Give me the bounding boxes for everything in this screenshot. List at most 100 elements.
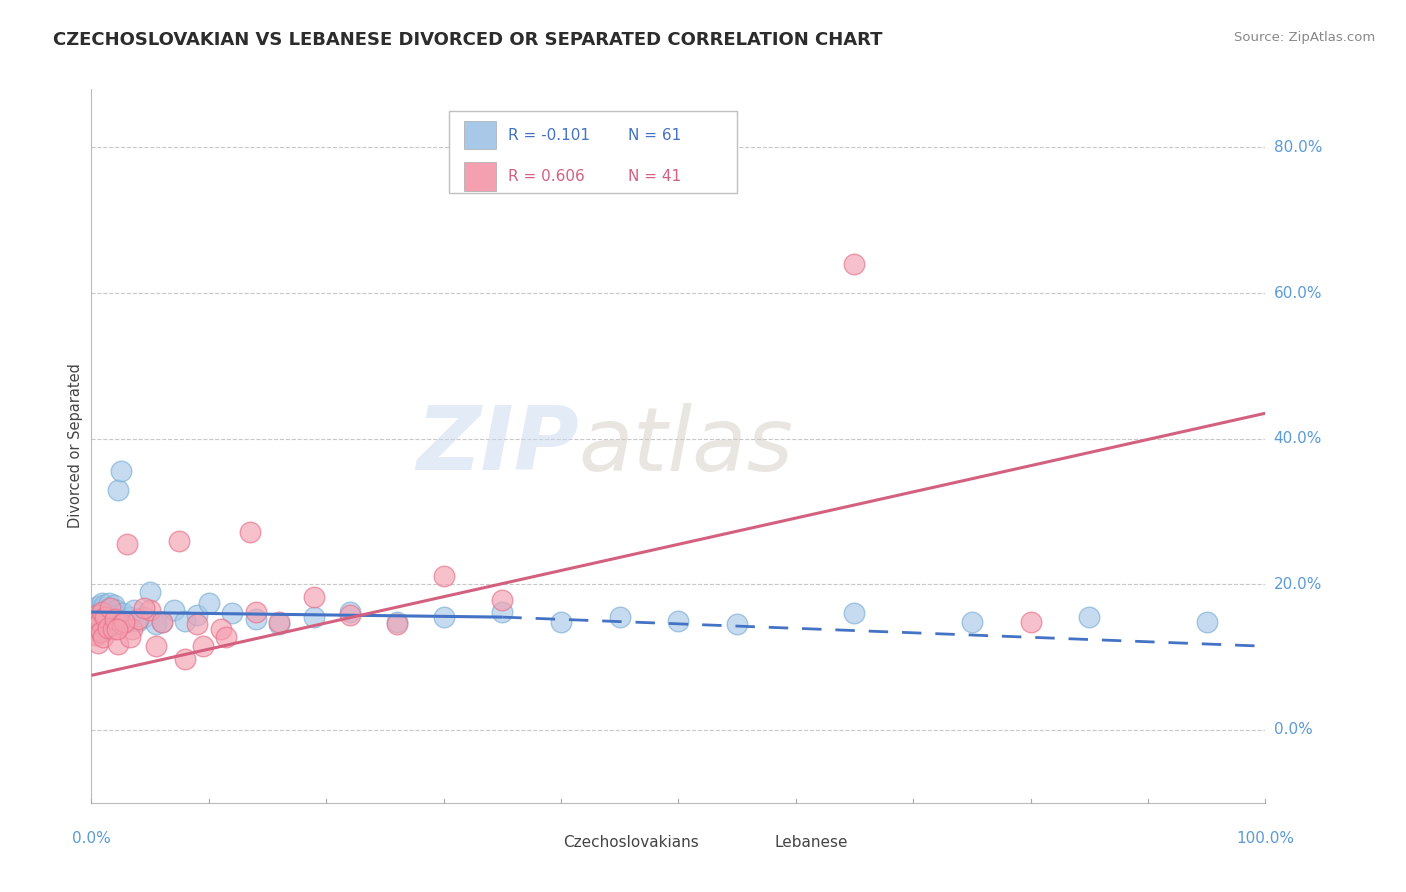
Point [94,623,117,637]
Point [186,617,208,632]
Point [98,600,121,615]
Point [84,628,107,642]
Point [97,615,120,630]
Text: 60.0%: 60.0% [1274,285,1322,301]
Point [239,524,262,539]
Point [134,600,156,615]
Point [134,610,156,624]
Point [432,610,454,624]
Point [96,610,118,624]
Point [100,600,122,615]
Bar [464,162,496,191]
Point [83,617,105,632]
Point [269,617,291,632]
Point [339,607,361,622]
Point [91,630,114,644]
Point [174,651,197,665]
Point [89,610,111,624]
Text: Source: ZipAtlas.com: Source: ZipAtlas.com [1234,31,1375,45]
Bar [464,121,496,150]
Point [115,537,138,551]
Point [121,623,143,637]
Point [91,617,114,632]
Point [550,615,572,630]
Point [162,603,184,617]
Point [87,635,110,649]
Point [304,591,326,605]
Point [97,621,120,635]
Point [93,619,115,633]
Point [94,603,117,617]
Point [91,600,114,615]
Text: R = -0.101: R = -0.101 [508,128,591,143]
Point [385,615,408,630]
Point [105,623,128,637]
Text: N = 61: N = 61 [628,128,681,143]
Point [169,533,191,548]
Point [91,605,114,619]
Point [98,596,121,610]
Point [101,610,124,624]
Point [491,593,513,607]
Point [107,637,129,651]
Text: N = 41: N = 41 [628,169,681,184]
Text: 20.0%: 20.0% [1274,577,1322,592]
Point [844,607,866,621]
Point [120,630,142,644]
Point [104,612,127,626]
Text: R = 0.606: R = 0.606 [508,169,585,184]
Text: 80.0%: 80.0% [1274,140,1322,155]
Point [84,617,107,632]
Point [87,621,110,635]
Text: Czechoslovakians: Czechoslovakians [564,835,699,849]
Point [191,639,214,653]
Point [110,465,132,479]
Text: Lebanese: Lebanese [775,835,848,849]
Text: 0.0%: 0.0% [72,831,111,847]
Point [725,617,748,632]
Point [150,615,173,630]
Text: ZIP: ZIP [416,402,579,490]
Point [127,612,149,626]
FancyBboxPatch shape [450,111,737,193]
Point [86,614,108,628]
Point [90,605,112,619]
Bar [742,832,769,855]
Point [89,615,111,630]
Point [98,607,121,621]
Bar [531,832,557,855]
Point [90,624,112,639]
Point [209,623,232,637]
Text: 100.0%: 100.0% [1236,831,1295,847]
Point [105,607,128,622]
Point [86,603,108,617]
Text: 0.0%: 0.0% [1274,723,1312,738]
Point [304,610,326,624]
Point [107,483,129,497]
Point [269,615,291,630]
Point [91,607,114,622]
Text: CZECHOSLOVAKIAN VS LEBANESE DIVORCED OR SEPARATED CORRELATION CHART: CZECHOSLOVAKIAN VS LEBANESE DIVORCED OR … [53,31,883,49]
Point [145,617,167,632]
Point [139,584,162,599]
Point [844,257,866,271]
Point [89,615,111,630]
Point [87,599,110,614]
Point [432,568,454,582]
Text: 40.0%: 40.0% [1274,431,1322,446]
Point [101,623,124,637]
Point [1019,615,1042,630]
Point [197,596,219,610]
Point [86,607,108,622]
Point [83,610,105,624]
Point [93,598,115,612]
Point [491,605,513,619]
Point [112,607,135,621]
Point [174,614,197,628]
Point [103,598,125,612]
Point [215,630,238,644]
Point [150,615,173,630]
Point [122,603,145,617]
Point [104,614,127,628]
Point [112,615,135,630]
